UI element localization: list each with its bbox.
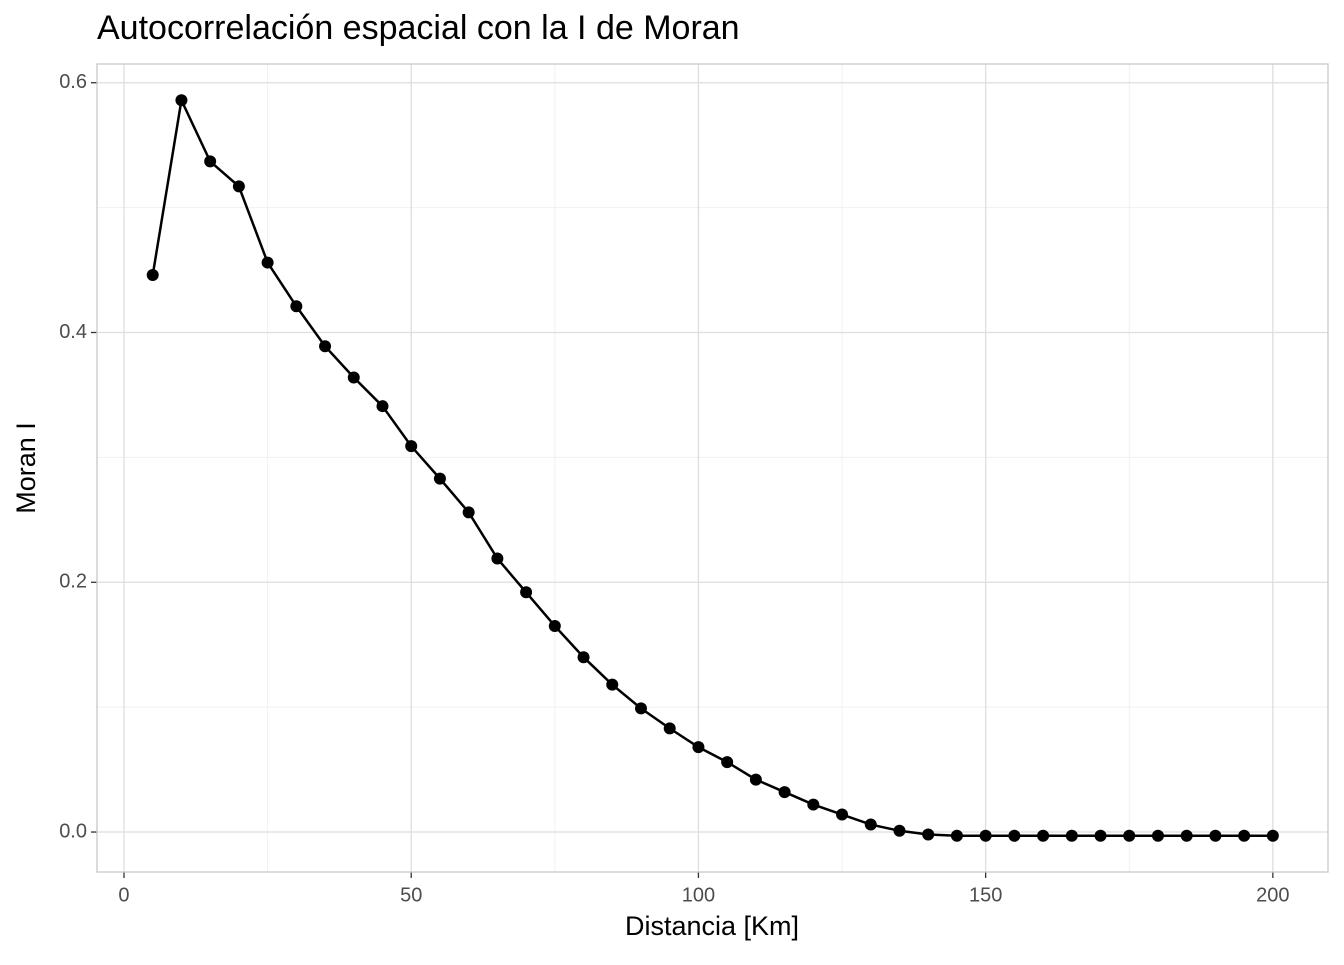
point <box>979 829 992 842</box>
point <box>692 741 705 754</box>
point <box>864 818 877 831</box>
point <box>663 722 676 735</box>
point <box>1238 829 1251 842</box>
point <box>376 400 389 413</box>
y-tick-label: 0.6 <box>59 71 87 93</box>
point <box>1180 829 1193 842</box>
point <box>1094 829 1107 842</box>
y-axis-title: Moran I <box>11 422 41 514</box>
point <box>1065 829 1078 842</box>
x-tick-label: 0 <box>118 884 129 906</box>
y-tick-label: 0.0 <box>59 820 87 842</box>
point <box>1008 829 1021 842</box>
y-tick-label: 0.4 <box>59 321 87 343</box>
point <box>1151 829 1164 842</box>
point <box>807 798 820 811</box>
x-tick-label: 50 <box>400 884 422 906</box>
x-tick-label: 100 <box>682 884 715 906</box>
point <box>749 773 762 786</box>
x-tick-label: 150 <box>969 884 1002 906</box>
point <box>1037 829 1050 842</box>
point <box>721 756 734 769</box>
point <box>836 808 849 821</box>
point <box>204 155 217 168</box>
point <box>146 269 159 282</box>
point <box>433 472 446 485</box>
series-line <box>151 96 1273 838</box>
point <box>347 371 360 384</box>
point <box>893 824 906 837</box>
point <box>462 506 475 519</box>
point <box>778 786 791 799</box>
point <box>548 619 561 632</box>
point <box>1123 829 1136 842</box>
point <box>606 678 619 691</box>
point <box>261 256 274 269</box>
point <box>520 586 533 599</box>
point <box>491 552 504 565</box>
point <box>634 702 647 715</box>
chart-title: Autocorrelación espacial con la I de Mor… <box>97 9 740 47</box>
y-tick-label: 0.2 <box>59 571 87 593</box>
point <box>577 651 590 664</box>
point <box>319 340 332 353</box>
point <box>405 440 418 453</box>
point <box>290 300 303 313</box>
x-axis-title: Distancia [Km] <box>625 911 799 941</box>
point <box>1266 829 1279 842</box>
point <box>1209 829 1222 842</box>
point <box>175 94 188 107</box>
panel-border <box>96 63 1329 873</box>
point <box>232 180 245 193</box>
point <box>950 829 963 842</box>
x-tick-label: 200 <box>1256 884 1289 906</box>
point <box>922 828 935 841</box>
